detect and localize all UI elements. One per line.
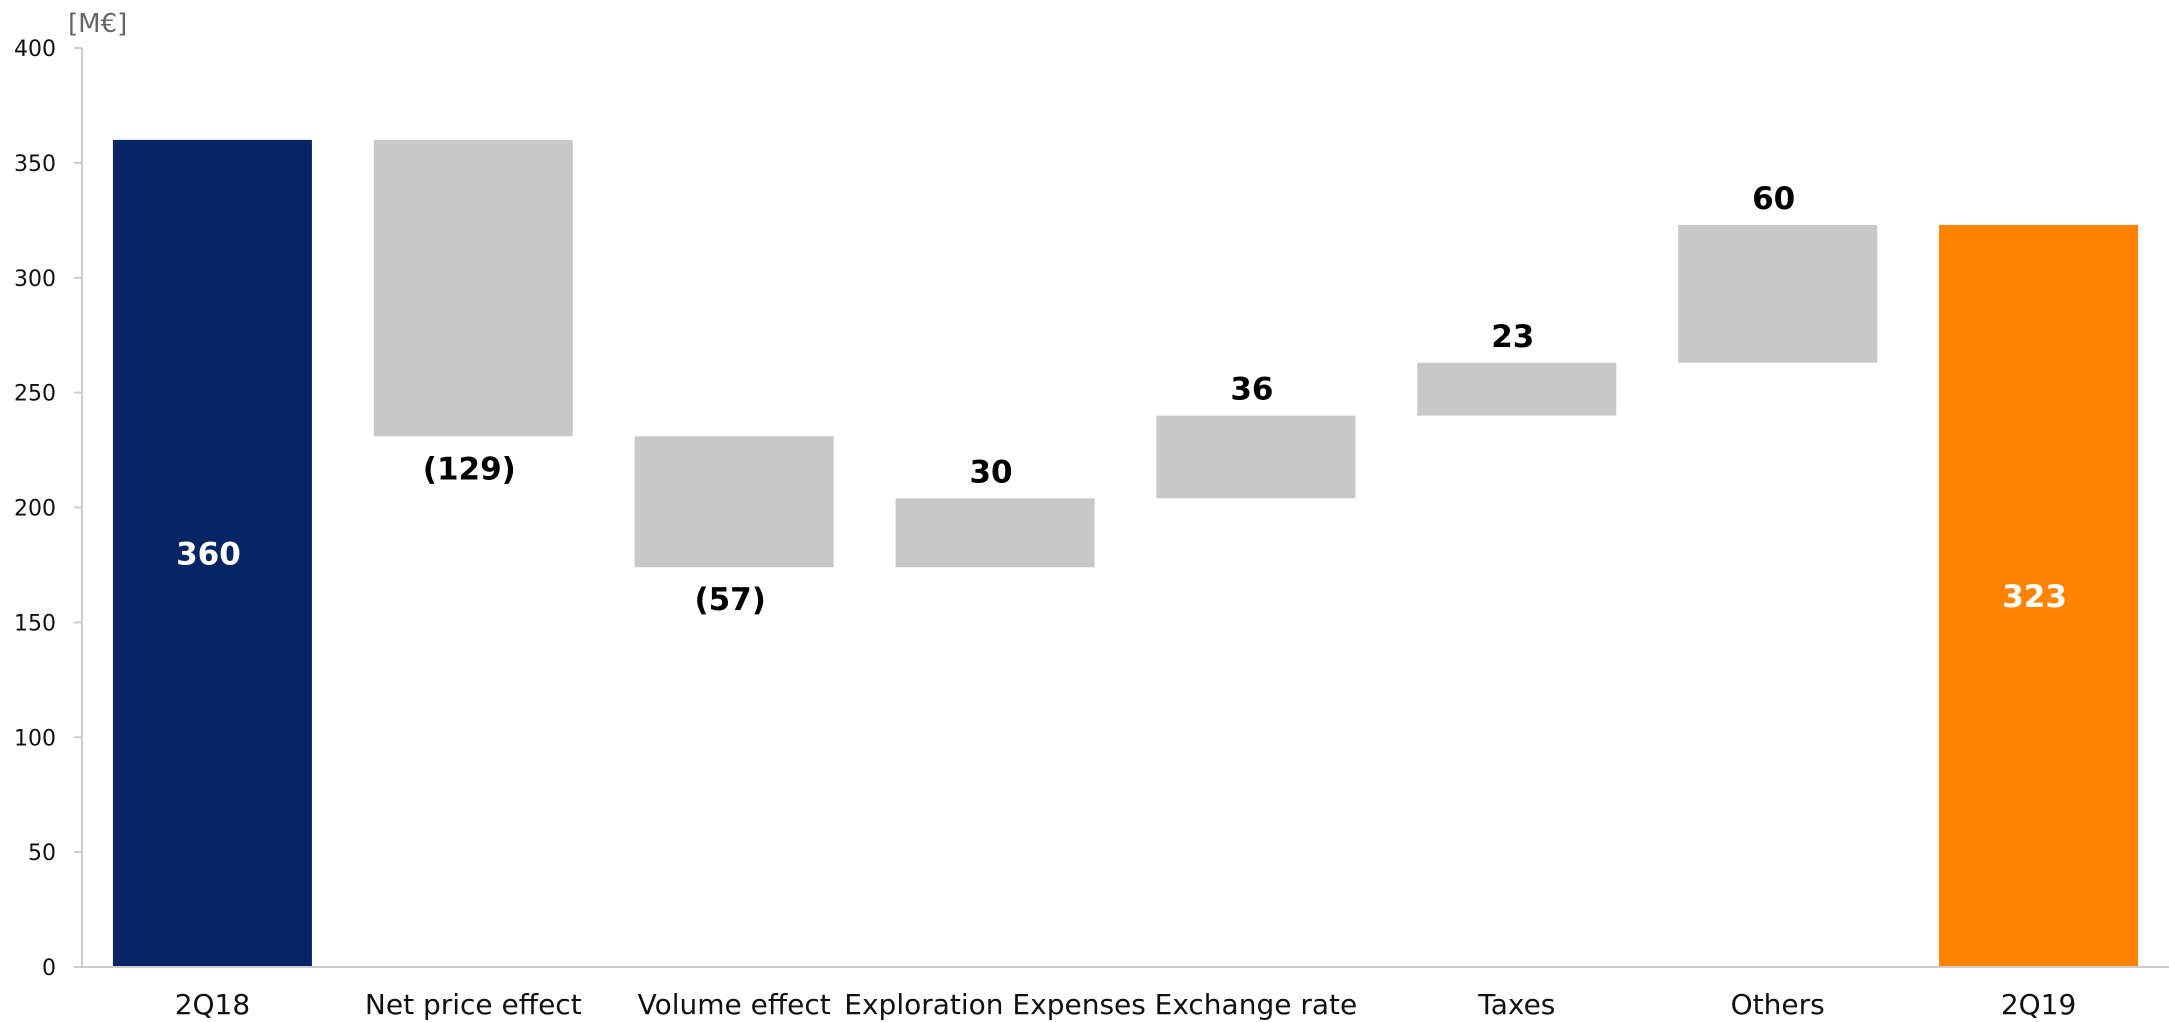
bar-net-price-effect (373, 139, 573, 437)
x-category-label: 2Q19 (2001, 988, 2076, 1021)
x-category-label: Taxes (1477, 988, 1555, 1021)
bar-exchange-rate (1156, 415, 1356, 499)
y-tick-label: 300 (14, 267, 56, 292)
x-category-label: Volume effect (638, 988, 831, 1021)
bars-group (112, 139, 2139, 968)
data-label: 360 (176, 536, 241, 572)
bar-2q19 (1939, 224, 2139, 968)
y-axis-ticks: 0 50 100 150 200 250 300 350 400 (14, 37, 82, 981)
bar-2q18 (112, 139, 312, 967)
bar-volume-effect (634, 436, 834, 568)
y-tick-label: 50 (28, 841, 56, 866)
x-category-label: 2Q18 (175, 988, 250, 1021)
data-label: 323 (2002, 579, 2067, 615)
bar-taxes (1417, 362, 1617, 416)
y-tick-label: 0 (42, 956, 56, 981)
data-label: (57) (694, 582, 765, 618)
x-axis-labels: 2Q18 Net price effect Volume effect Explora… (175, 988, 2077, 1021)
y-tick-label: 250 (14, 382, 56, 407)
data-label: 30 (969, 454, 1012, 490)
y-tick-label: 200 (14, 497, 56, 522)
y-tick-label: 150 (14, 611, 56, 636)
x-category-label: Exploration Expenses (844, 988, 1146, 1021)
data-label: 60 (1752, 181, 1795, 217)
data-labels-group: 360 (129) (57) 30 36 23 60 323 (176, 181, 2067, 618)
data-label: (129) (423, 451, 516, 487)
x-category-label: Net price effect (365, 988, 582, 1021)
bar-exploration-expenses (895, 498, 1095, 568)
y-tick-label: 100 (14, 726, 56, 751)
y-tick-label: 350 (14, 152, 56, 177)
y-axis-unit-label: [M€] (68, 9, 127, 39)
bar-others (1678, 224, 1878, 363)
data-label: 36 (1230, 372, 1273, 408)
data-label: 23 (1491, 319, 1534, 355)
x-category-label: Others (1731, 988, 1825, 1021)
y-tick-label: 400 (14, 37, 56, 62)
x-category-label: Exchange rate (1155, 988, 1358, 1021)
